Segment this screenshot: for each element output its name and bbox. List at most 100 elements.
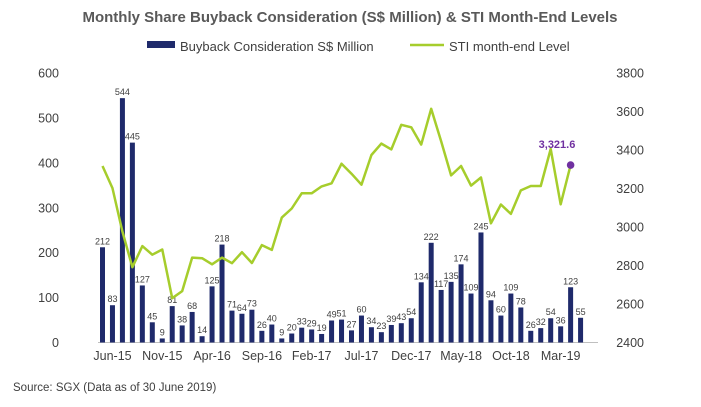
- bar-data-label: 26: [257, 320, 267, 330]
- x-tick-label: Nov-15: [142, 349, 182, 363]
- x-axis: Jun-15 Nov-15 Apr-16 Sep-16 Feb-17 Jul-17 Dec-…: [93, 349, 580, 363]
- bar-data-label: 54: [546, 307, 556, 317]
- bar-data-label: 26: [526, 320, 536, 330]
- bar-data-label: 64: [237, 303, 247, 313]
- buyback-bar: [319, 333, 325, 343]
- buyback-bar: [378, 332, 384, 343]
- buyback-bar: [129, 142, 135, 343]
- last-value-annotation: 3,321.6: [539, 139, 576, 151]
- buyback-bar: [249, 309, 255, 343]
- bar-data-label: 83: [107, 294, 117, 304]
- buyback-bar: [528, 330, 534, 343]
- buyback-bar: [458, 264, 464, 343]
- bar-data-label: 54: [406, 307, 416, 317]
- x-tick-label: Oct-18: [492, 349, 530, 363]
- chart-title: Monthly Share Buyback Consideration (S$ …: [82, 9, 617, 26]
- buyback-bar: [428, 242, 434, 343]
- bar-data-label: 55: [576, 307, 586, 317]
- buyback-bar: [239, 313, 245, 343]
- y-right-tick-label: 3600: [616, 105, 644, 119]
- bar-data-label: 222: [424, 232, 439, 242]
- bar-data-label: 38: [177, 314, 187, 324]
- buyback-bar: [229, 310, 235, 343]
- y-right-tick-label: 2600: [616, 298, 644, 312]
- y-left-tick-label: 500: [38, 111, 59, 125]
- bar-data-label: 34: [366, 316, 376, 326]
- bar-data-label: 40: [267, 314, 277, 324]
- buyback-bar: [358, 315, 364, 343]
- bar-data-label: 445: [125, 132, 140, 142]
- bar-data-label: 27: [346, 319, 356, 329]
- buyback-bar: [189, 311, 195, 343]
- bar-data-label: 9: [279, 327, 284, 337]
- buyback-bar: [349, 330, 354, 343]
- sti-line-series: [101, 107, 575, 300]
- y-right-tick-label: 3800: [616, 67, 644, 81]
- buyback-bar: [408, 318, 414, 343]
- buyback-bar: [100, 247, 105, 343]
- buyback-bar: [558, 326, 564, 343]
- buyback-bar: [468, 293, 474, 343]
- buyback-bar: [289, 333, 295, 343]
- x-tick-label: Dec-17: [391, 349, 431, 363]
- bar-data-label: 81: [167, 295, 177, 305]
- buyback-bar: [209, 286, 215, 343]
- legend: Buyback Consideration S$ Million STI mon…: [147, 39, 570, 54]
- buyback-bar: [498, 315, 504, 343]
- buyback-bar: [339, 319, 345, 343]
- y-right-tick-label: 2400: [616, 336, 644, 350]
- bar-data-label: 109: [503, 283, 518, 293]
- buyback-bar: [139, 285, 145, 343]
- bar-data-label: 127: [135, 274, 150, 284]
- legend-swatch-bar: [147, 41, 175, 48]
- buyback-bar: [159, 338, 165, 343]
- bar-data-label: 36: [556, 315, 566, 325]
- y-left-tick-label: 200: [38, 246, 59, 260]
- bar-data-label: 174: [454, 253, 469, 263]
- buyback-bar: [109, 305, 115, 343]
- x-tick-label: Jul-17: [344, 349, 378, 363]
- buyback-bar: [388, 324, 394, 343]
- y-axis-left: 0 100 200 300 400 500 600: [38, 67, 59, 351]
- buyback-bar: [488, 300, 494, 343]
- bar-data-label: 117: [434, 279, 448, 289]
- bar-data-label: 544: [115, 87, 130, 97]
- bar-data-label: 212: [95, 236, 110, 246]
- bar-data-label: 78: [516, 296, 526, 306]
- bar-data-label: 32: [536, 317, 546, 327]
- y-left-tick-label: 100: [38, 291, 59, 305]
- bar-data-label: 218: [215, 234, 230, 244]
- bar-data-label: 125: [205, 275, 220, 285]
- buyback-bar: [368, 327, 374, 343]
- y-right-tick-label: 3000: [616, 221, 644, 235]
- buyback-bars: [100, 98, 584, 343]
- x-tick-label: Mar-19: [541, 349, 581, 363]
- bar-data-label: 45: [147, 311, 157, 321]
- buyback-bar: [309, 329, 315, 343]
- buyback-bar: [568, 287, 574, 343]
- bar-data-label: 9: [160, 327, 165, 337]
- buyback-bar: [219, 244, 225, 343]
- bar-data-label: 135: [444, 271, 459, 281]
- buyback-bar: [478, 232, 484, 343]
- buyback-bar: [448, 281, 454, 343]
- bar-data-label: 51: [337, 309, 347, 319]
- y-right-tick-label: 2800: [616, 259, 644, 273]
- source-note: Source: SGX (Data as of 30 June 2019): [13, 382, 216, 394]
- y-axis-right: 2400 2600 2800 3000 3200 3400 3600 3800: [616, 67, 644, 351]
- y-left-tick-label: 300: [38, 201, 59, 215]
- buyback-bar: [418, 282, 424, 343]
- y-left-tick-label: 400: [38, 156, 59, 170]
- y-left-tick-label: 0: [52, 336, 59, 350]
- x-tick-label: Sep-16: [242, 349, 282, 363]
- buyback-bar: [538, 328, 544, 343]
- buyback-bar: [269, 324, 275, 343]
- buyback-bar: [518, 307, 524, 343]
- bar-data-label: 68: [187, 301, 197, 311]
- y-left-tick-label: 600: [38, 67, 59, 81]
- bar-data-label: 71: [227, 300, 237, 310]
- buyback-bar: [548, 318, 554, 343]
- x-tick-label: May-18: [440, 349, 482, 363]
